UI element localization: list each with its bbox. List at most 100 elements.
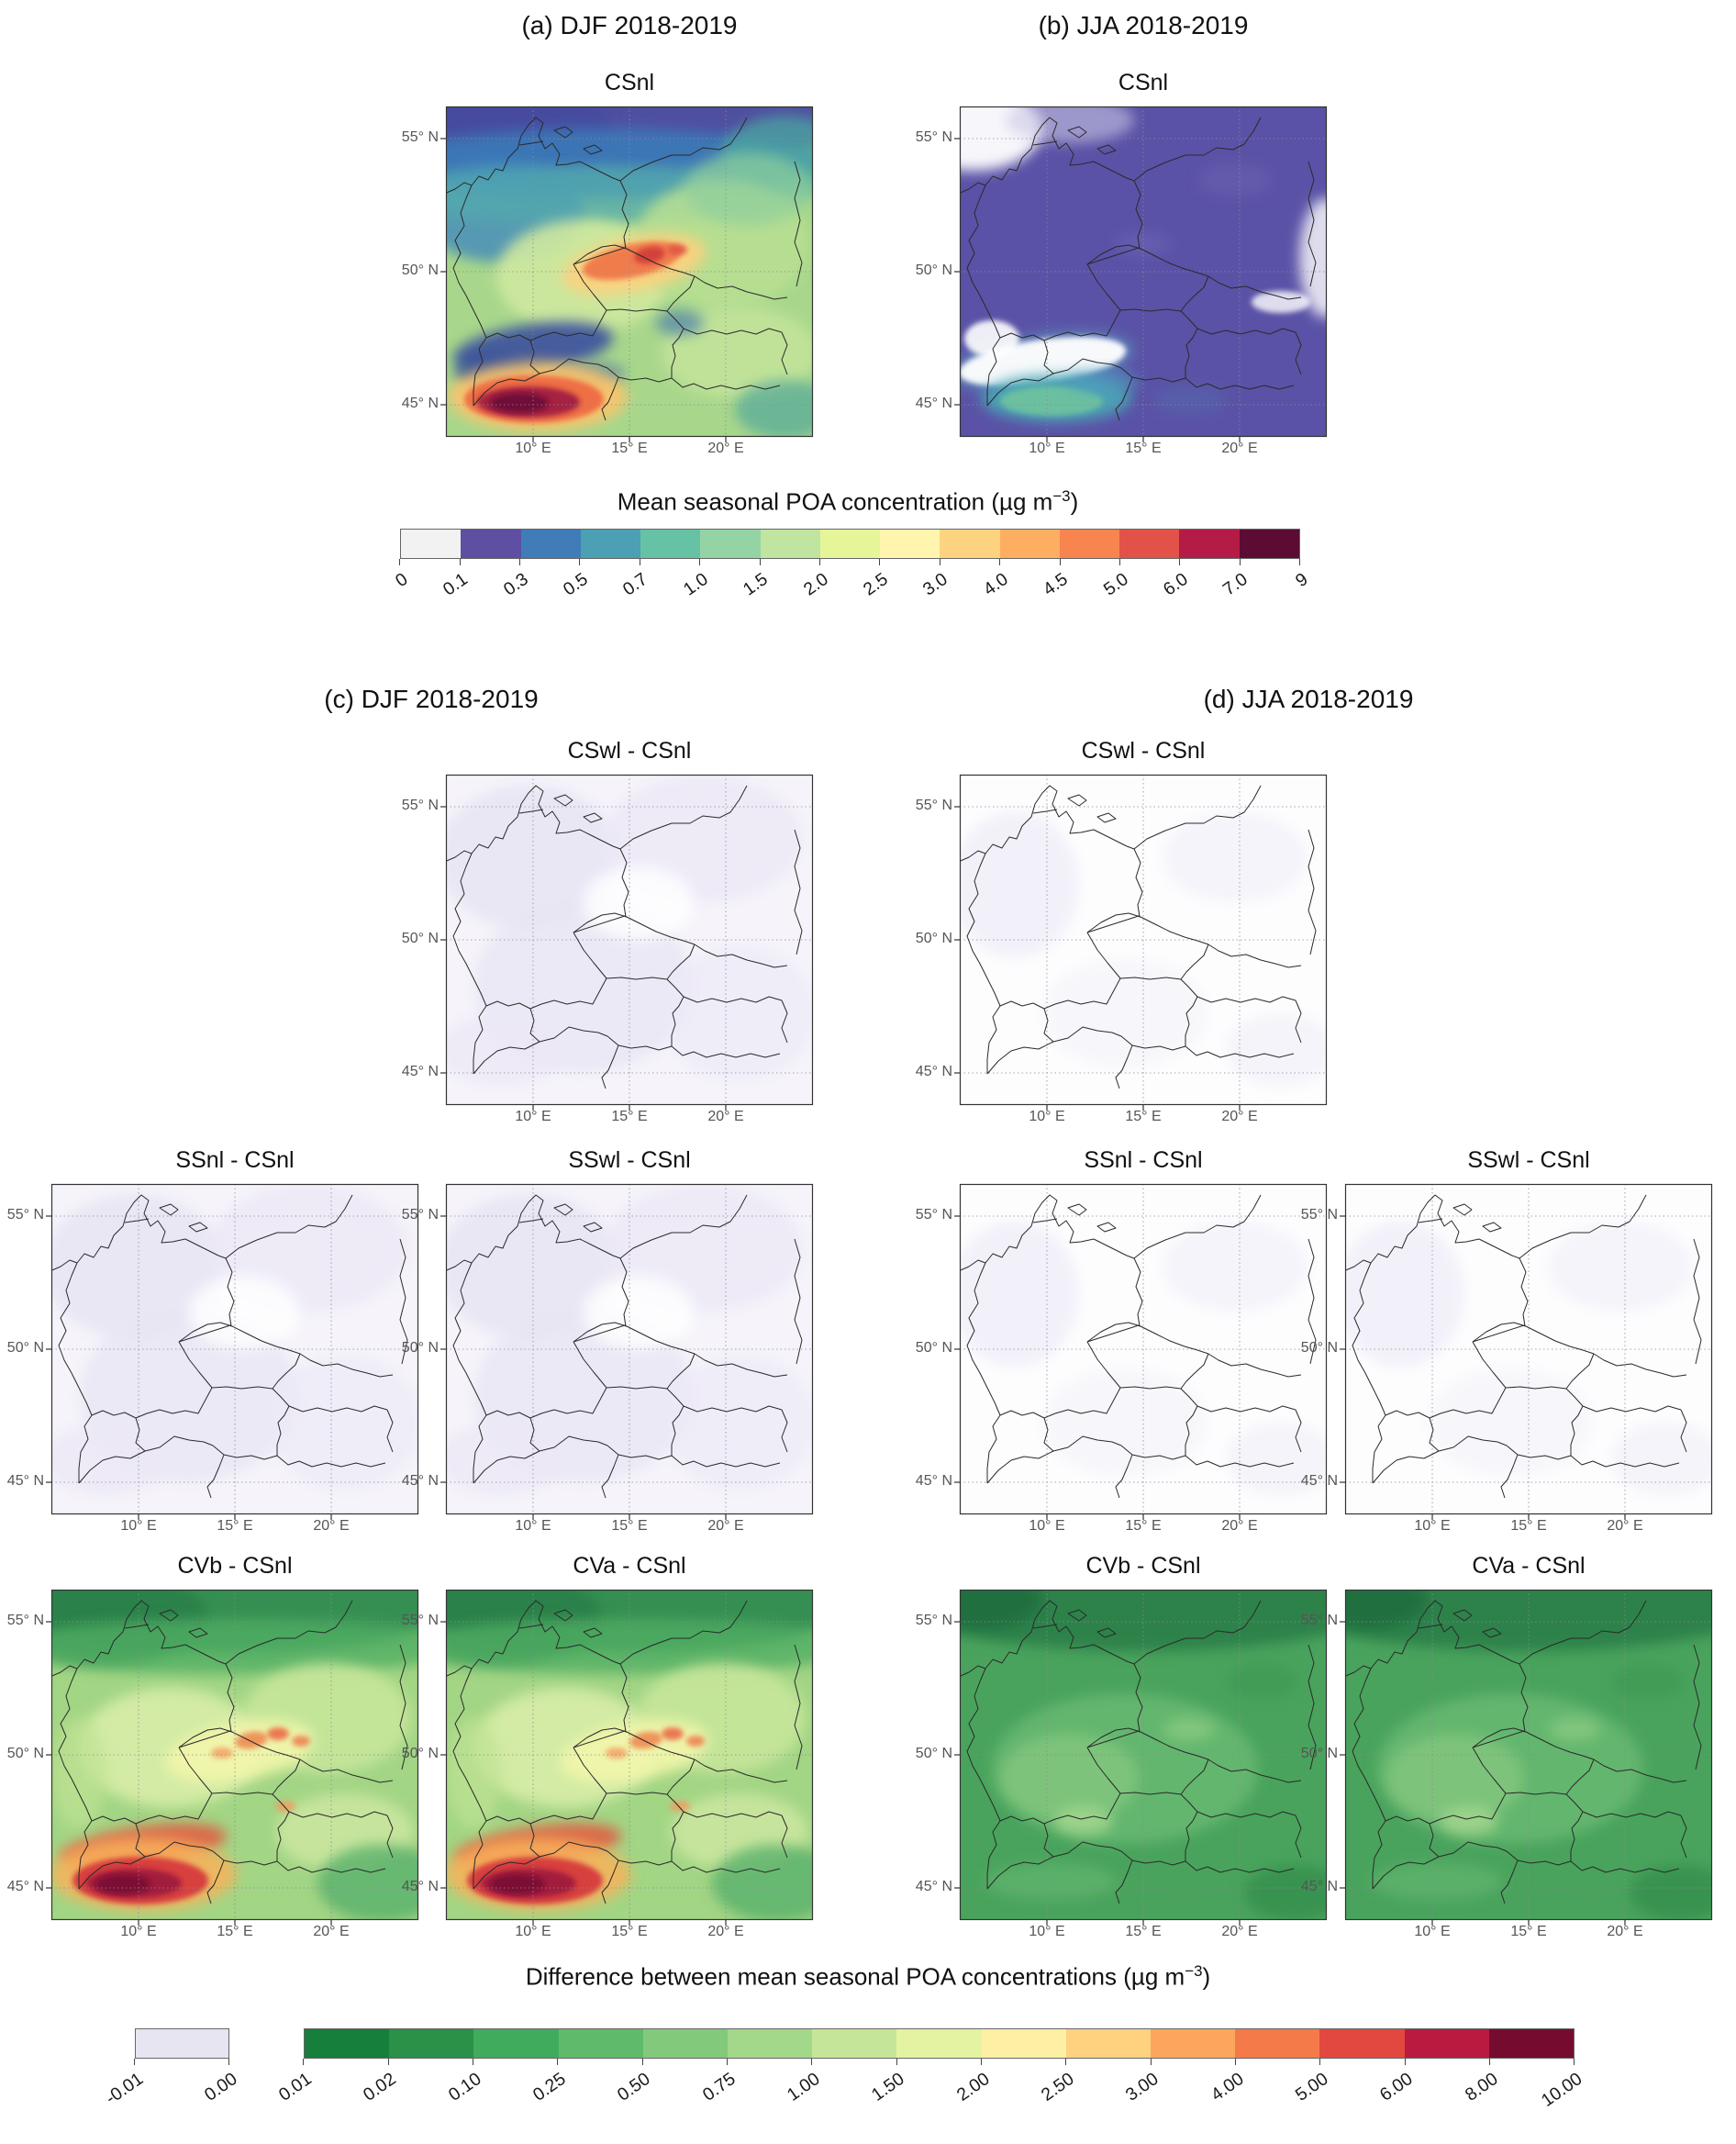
lon-tick-label: 15° E [611, 1109, 648, 1124]
map-frame [440, 1183, 814, 1520]
lon-tick-label: 20° E [1221, 441, 1258, 456]
map-panel-c-cva: CVa - CSnl 55° N 50° N 45° N 10° E 15° E 20° … [402, 1553, 814, 1948]
panel-title: CVb - CSnl [177, 1553, 293, 1579]
graticule-lines [446, 1590, 813, 1920]
colorbar-tick-label: 2.5 [859, 569, 892, 600]
section-header-c: (c) DJF 2018-2019 [324, 685, 539, 713]
panel-title: CSwl - CSnl [1081, 738, 1206, 764]
colorbar-segment [558, 2029, 643, 2058]
lon-tick-label: 20° E [707, 1518, 744, 1534]
lat-tick-label: 50° N [915, 931, 952, 946]
map-frame [46, 1589, 419, 1926]
colorbar-tick-label: 0 [392, 569, 412, 592]
colorbar-tick-label: 10.00 [1538, 2069, 1586, 2112]
graticule-lines [1345, 1184, 1712, 1514]
lat-tick-label: 50° N [401, 1340, 439, 1356]
lon-tick-label: 15° E [217, 1518, 253, 1534]
colorbar-tick-label: 2.0 [799, 569, 832, 600]
colorbar-bottom-negative: -0.01 0.00 [102, 2028, 241, 2109]
graticule-lines [51, 1184, 418, 1514]
lon-tick-label: 10° E [515, 441, 551, 456]
axis-ticks [954, 806, 1241, 1111]
colorbar-bottom-title-end: ) [1202, 1962, 1211, 1991]
lat-tick-label: 45° N [915, 1473, 952, 1489]
lon-tick-label: 10° E [515, 1109, 551, 1124]
country-borders [960, 117, 1317, 421]
lat-tick-label: 50° N [915, 262, 952, 278]
lat-tick-label: 45° N [401, 396, 439, 411]
colorbar-tick-label: 8.00 [1461, 2069, 1502, 2105]
colorbar-bottom: 0.01 0.02 0.10 0.25 0.50 0.75 1.00 1.50 2.00 2.50… [275, 2028, 1586, 2111]
section-header-a: (a) DJF 2018-2019 [521, 11, 738, 39]
axis-ticks [440, 1621, 727, 1926]
lat-tick-label: 55° N [915, 1207, 952, 1223]
map-image [440, 106, 814, 442]
colorbar-segment [1065, 2029, 1152, 2058]
lon-tick-label: 10° E [1029, 1924, 1065, 1939]
colorbar-segments [135, 2028, 229, 2059]
map-frame [1340, 1589, 1713, 1926]
map-image [440, 1589, 814, 1926]
colorbar-tick-label: -0.01 [101, 2069, 147, 2109]
lat-tick-label: 50° N [915, 1746, 952, 1761]
country-borders [1345, 1194, 1702, 1499]
colorbar-segment [1151, 2029, 1236, 2058]
lon-tick-label: 10° E [515, 1518, 551, 1534]
colorbar-tick-label: 9 [1292, 569, 1312, 592]
lon-tick-label: 15° E [1125, 441, 1162, 456]
colorbar-segments [304, 2028, 1575, 2059]
panel-title: CSnl [604, 70, 655, 95]
colorbar-segment [1404, 2029, 1489, 2058]
panel-title: SSwl - CSnl [568, 1147, 691, 1173]
country-borders [446, 1600, 803, 1904]
lon-tick-label: 20° E [707, 441, 744, 456]
lat-tick-label: 50° N [1300, 1746, 1338, 1761]
colorbar-tick-label: 0.01 [274, 2069, 316, 2105]
map-image [954, 1183, 1328, 1520]
colorbar-tick-label: 4.0 [979, 569, 1012, 600]
colorbar-tick-label: 1.00 [783, 2069, 824, 2105]
panel-title: SSnl - CSnl [1084, 1147, 1203, 1173]
map-image [46, 1589, 419, 1926]
map-frame [440, 774, 814, 1111]
colorbar-segment [136, 2029, 228, 2058]
map-frame [954, 1183, 1328, 1520]
panel-title: SSwl - CSnl [1467, 1147, 1590, 1173]
map-image [1340, 1183, 1713, 1520]
panel-title: CSnl [1118, 70, 1169, 95]
axis-ticks [440, 806, 727, 1111]
colorbar-tick-label: 0.1 [440, 569, 473, 600]
colorbar-segment [1059, 530, 1120, 558]
lon-tick-label: 10° E [1414, 1518, 1451, 1534]
map-frame [46, 1183, 419, 1520]
map-panel-d-cvb: CVb - CSnl 55° N 50° N 45° N 10° E 15° E 20° … [916, 1553, 1328, 1948]
colorbar-segment [580, 530, 641, 558]
axis-ticks [1340, 1215, 1626, 1520]
colorbar-segment [1239, 530, 1299, 558]
lat-tick-label: 50° N [1300, 1340, 1338, 1356]
panel-title: CVa - CSnl [573, 1553, 686, 1579]
map-panel-a-csnl: CSnl 55° N 50° N 45° N 10° E 15° E 20° E [402, 70, 814, 464]
axis-ticks [1340, 1621, 1626, 1926]
colorbar-segment [1488, 2029, 1575, 2058]
lat-tick-label: 45° N [6, 1879, 44, 1894]
lon-tick-label: 20° E [1221, 1518, 1258, 1534]
colorbar-tick-label: 4.5 [1040, 569, 1073, 600]
panel-title: CVa - CSnl [1472, 1553, 1586, 1579]
lat-tick-label: 45° N [1300, 1879, 1338, 1894]
map-image [1340, 1589, 1713, 1926]
section-header-b: (b) JJA 2018-2019 [1038, 11, 1249, 39]
colorbar-segment [401, 530, 462, 558]
map-panel-d-sswl: SSwl - CSnl 55° N 50° N 45° N 10° E 15° E 20°… [1301, 1147, 1713, 1542]
colorbar-tick-label: 3.00 [1122, 2069, 1163, 2105]
graticule-lines [446, 106, 813, 437]
lon-tick-label: 20° E [1221, 1924, 1258, 1939]
lon-tick-label: 15° E [1125, 1518, 1162, 1534]
lon-tick-label: 20° E [1607, 1518, 1643, 1534]
lon-tick-label: 10° E [120, 1924, 157, 1939]
map-frame [440, 1589, 814, 1926]
lat-tick-label: 55° N [6, 1613, 44, 1628]
colorbar-segment [305, 2029, 390, 2058]
colorbar-tick-label: 0.3 [499, 569, 532, 600]
lat-tick-label: 50° N [915, 1340, 952, 1356]
